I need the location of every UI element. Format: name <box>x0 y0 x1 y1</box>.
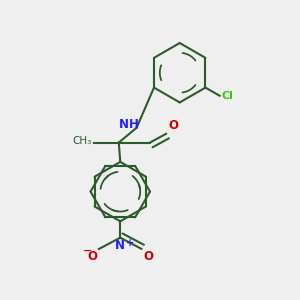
Text: O: O <box>87 250 98 263</box>
Text: +: + <box>126 238 134 248</box>
Text: N: N <box>115 239 125 252</box>
Text: Cl: Cl <box>221 91 233 101</box>
Text: N: N <box>119 118 129 131</box>
Text: CH₃: CH₃ <box>73 136 92 146</box>
Text: H: H <box>129 118 139 131</box>
Text: O: O <box>143 250 153 263</box>
Text: O: O <box>169 119 179 132</box>
Text: −: − <box>83 245 92 255</box>
